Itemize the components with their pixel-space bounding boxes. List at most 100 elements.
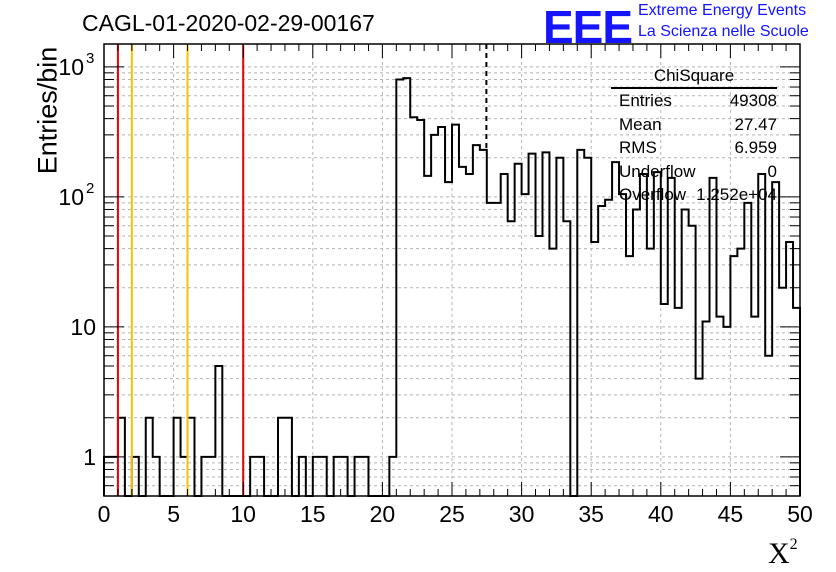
axis-ticks xyxy=(103,44,801,497)
histogram-bin xyxy=(257,457,264,496)
stats-row: RMS 6.959 xyxy=(611,136,777,160)
histogram-bin xyxy=(181,457,188,496)
histogram-bin xyxy=(431,135,438,496)
stats-key: Mean xyxy=(619,114,662,134)
histogram-bin xyxy=(445,182,452,496)
histogram-bin xyxy=(403,78,410,496)
marker-lines xyxy=(116,44,488,496)
histogram-bin xyxy=(480,150,487,496)
histogram-bin xyxy=(452,125,459,496)
histogram-bin xyxy=(563,221,570,496)
histogram-bin xyxy=(703,321,710,496)
histogram-bin xyxy=(696,379,703,496)
stats-key: Underflow xyxy=(619,161,696,181)
histogram-bin xyxy=(675,308,682,496)
x-tick-labels: 0 5 10 15 20 25 30 35 40 45 50 xyxy=(98,501,813,527)
stats-box: ChiSquare Entries 49308 Mean 27.47 RMS 6.95… xyxy=(611,66,777,207)
histogram-bin xyxy=(417,120,424,496)
histogram-bin xyxy=(619,194,626,496)
logo-line-2: La Scienza nelle Scuole xyxy=(638,23,809,40)
histogram-bin xyxy=(522,194,529,496)
histogram-bin xyxy=(278,418,285,496)
histogram-bin xyxy=(494,203,501,496)
histogram-bin xyxy=(320,457,327,496)
histogram-bin xyxy=(313,457,320,496)
y-tick-label-exponent: 3 xyxy=(86,50,94,67)
histogram-bin xyxy=(424,176,431,496)
histogram-bin xyxy=(146,418,153,496)
histogram-bin xyxy=(132,457,139,496)
histogram-bin xyxy=(362,457,369,496)
x-tick-label: 15 xyxy=(300,501,326,527)
histogram-bin xyxy=(508,221,515,496)
histogram-bin xyxy=(549,249,556,496)
histogram-bin xyxy=(661,304,668,496)
y-tick-label: 10 xyxy=(58,54,84,80)
stats-value: 6.959 xyxy=(734,138,777,157)
stats-key: Entries xyxy=(619,91,672,110)
histogram-bin xyxy=(285,418,292,496)
histogram-bin xyxy=(772,182,779,496)
x-tick-label: 45 xyxy=(718,501,744,527)
histogram-bin xyxy=(438,127,445,496)
histogram-bin xyxy=(793,308,800,496)
x-tick-label: 30 xyxy=(509,501,535,527)
histogram-bin xyxy=(612,162,619,496)
histogram-series xyxy=(103,77,801,497)
x-tick-label: 40 xyxy=(648,501,674,527)
histogram-bin xyxy=(765,356,772,496)
y-tick-label: 10 xyxy=(58,184,84,210)
histogram-bin xyxy=(208,457,215,496)
x-axis-label-base: X xyxy=(768,537,790,570)
histogram-bin xyxy=(515,164,522,496)
x-tick-label: 5 xyxy=(167,501,180,527)
y-tick-label: 1 xyxy=(83,444,96,470)
histogram-bin xyxy=(710,178,717,496)
y-tick-label-exponent: 2 xyxy=(86,180,94,197)
stats-key: Overflow xyxy=(619,185,687,204)
histogram-bin xyxy=(744,203,751,496)
histogram-bin xyxy=(250,457,257,496)
stats-value: 27.47 xyxy=(734,114,777,134)
y-tick-label: 10 xyxy=(70,314,96,340)
histogram-bin xyxy=(556,158,563,496)
histogram-bin xyxy=(598,206,605,496)
histogram-bin xyxy=(716,317,723,496)
histogram-bin xyxy=(647,249,654,496)
x-tick-label: 35 xyxy=(578,501,604,527)
histogram-bin xyxy=(334,457,341,496)
histogram-bin xyxy=(473,145,480,496)
x-tick-label: 10 xyxy=(230,501,256,527)
stats-key: RMS xyxy=(619,138,657,157)
histogram-bin xyxy=(396,79,403,496)
histogram-bin xyxy=(215,366,222,496)
histogram-bin xyxy=(758,174,765,496)
histogram-bin xyxy=(723,327,730,496)
histogram-bin xyxy=(689,226,696,496)
x-tick-label: 50 xyxy=(787,501,813,527)
stats-row: Underflow 0 xyxy=(611,160,777,184)
histogram-bin xyxy=(730,256,737,496)
histogram-bin xyxy=(153,457,160,496)
histogram-bin xyxy=(786,242,793,496)
x-axis-label-sup: 2 xyxy=(789,536,798,553)
histogram-bin xyxy=(174,418,181,496)
stats-row: Overflow 1.252e+04 xyxy=(611,183,777,207)
histogram-bin xyxy=(529,154,536,496)
histogram-bin xyxy=(459,167,466,496)
x-tick-label: 20 xyxy=(370,501,396,527)
histogram-bin xyxy=(779,288,786,496)
stats-value: 0 xyxy=(767,161,777,181)
histogram-bin xyxy=(410,117,417,496)
histogram-bin xyxy=(640,174,647,496)
histogram-outline xyxy=(103,77,801,497)
histogram-bin xyxy=(626,256,633,496)
stats-row: Entries 49308 xyxy=(611,89,777,113)
histogram-bin xyxy=(188,418,195,496)
histogram-bin xyxy=(654,172,661,496)
x-tick-label: 25 xyxy=(439,501,465,527)
histogram-bin xyxy=(668,178,675,496)
histogram-bin xyxy=(542,152,549,496)
